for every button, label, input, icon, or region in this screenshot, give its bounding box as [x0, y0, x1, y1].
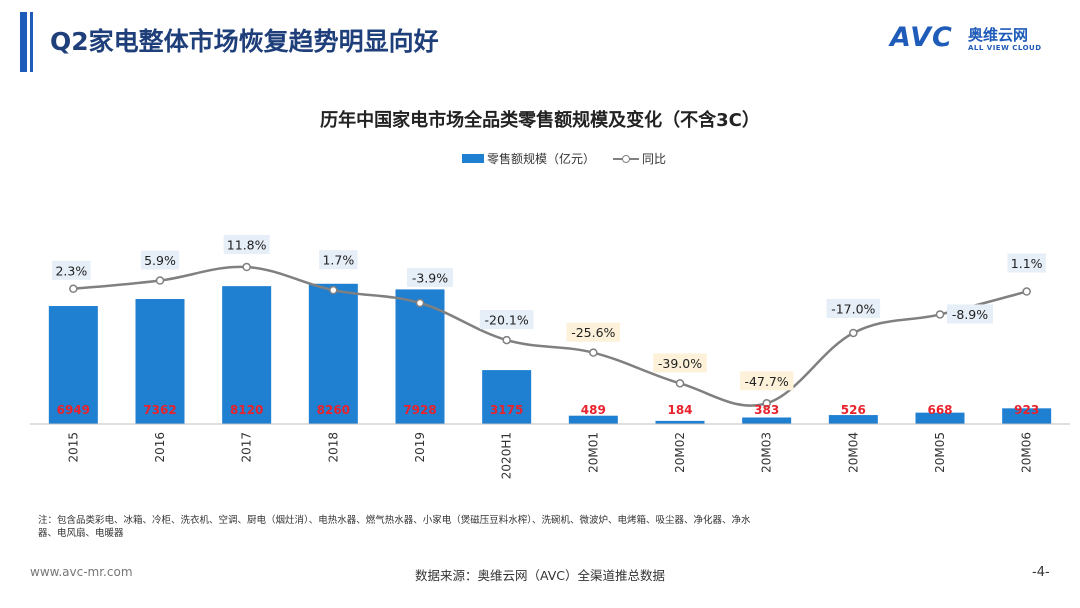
legend-bar-swatch [462, 154, 484, 163]
x-tick-label-20M02: 20M02 [673, 432, 687, 473]
yoy-label-box-2018 [319, 250, 358, 270]
yoy-label-box-2017 [223, 235, 270, 255]
yoy-label-2016: 5.9% [144, 253, 176, 268]
yoy-line [73, 265, 1027, 407]
yoy-label-box-2015 [52, 260, 91, 280]
yoy-point-2015 [69, 284, 78, 294]
page-title: Q2家电整体市场恢复趋势明显向好 [50, 27, 439, 56]
bar-value-label-2018: 8260 [317, 403, 350, 417]
legend-bar-label: 零售额规模（亿元） [487, 152, 596, 166]
logo-en-text: ALL VIEW CLOUD [968, 44, 1042, 52]
yoy-label-box-20M04 [826, 298, 881, 318]
bar-value-label-2019: 7928 [403, 403, 436, 417]
bar-2019 [395, 289, 445, 424]
bar-value-label-20M02: 184 [667, 403, 692, 417]
yoy-label-20M04: -17.0% [831, 301, 875, 316]
bar-20M02 [655, 420, 705, 424]
footer-source: 数据来源：奥维云网（AVC）全渠道推总数据 [414, 568, 666, 583]
footer-url: www.avc-mr.com [30, 565, 133, 579]
yoy-label-20M05: -8.9% [952, 307, 988, 322]
bar-2018 [308, 283, 358, 424]
yoy-point-2018 [329, 285, 338, 295]
yoy-label-2017: 11.8% [227, 238, 267, 253]
page-number: -4- [1032, 565, 1050, 580]
yoy-point-20M02 [675, 379, 685, 388]
bar-20M05 [915, 412, 965, 424]
x-tick-label-20M03: 20M03 [760, 432, 774, 473]
yoy-label-2015: 2.3% [55, 263, 87, 278]
yoy-label-box-2016 [140, 250, 180, 270]
bar-value-label-20M05: 668 [927, 403, 952, 417]
yoy-label-2020H1: -20.1% [485, 313, 529, 328]
yoy-label-20M01: -25.6% [571, 325, 615, 340]
bar-value-label-2020H1: 3175 [490, 403, 523, 417]
x-tick-label-20M01: 20M01 [586, 432, 600, 473]
yoy-label-20M03: -47.7% [745, 374, 789, 389]
avc-logo: AVC 奥维云网 ALL VIEW CLOUD [890, 22, 1060, 60]
bar-2016 [135, 299, 185, 424]
logo-cn-text: 奥维云网 [968, 26, 1029, 44]
bar-20M01 [568, 415, 618, 424]
bar-20M06 [1002, 408, 1052, 424]
x-tick-label-20M04: 20M04 [846, 432, 860, 473]
yoy-label-20M06: 1.1% [1011, 256, 1043, 271]
bar-value-label-2015: 6949 [57, 403, 90, 417]
x-tick-label-2019: 2019 [413, 432, 427, 463]
yoy-point-20M03 [762, 399, 771, 408]
title-accent-bar [20, 12, 27, 72]
yoy-label-2018: 1.7% [322, 253, 354, 268]
yoy-label-box-20M01 [566, 322, 621, 342]
yoy-point-2019 [415, 298, 425, 308]
bar-2020H1 [482, 370, 532, 424]
x-tick-label-20M05: 20M05 [933, 432, 947, 473]
chart-note: 注：包含品类彩电、冰箱、冷柜、洗衣机、空调、厨电（烟灶消）、电热水器、燃气热水器… [38, 515, 751, 539]
x-tick-label-2018: 2018 [326, 432, 340, 463]
yoy-label-box-20M06 [1007, 253, 1046, 273]
bar-2015 [48, 306, 98, 424]
yoy-label-2019: -3.9% [412, 270, 448, 285]
yoy-label-box-20M02 [653, 353, 707, 373]
yoy-point-2016 [155, 276, 165, 285]
yoy-label-box-20M05 [947, 304, 993, 324]
bar-2017 [222, 286, 272, 424]
bar-value-label-2017: 8120 [230, 403, 263, 417]
x-tick-label-2017: 2017 [240, 432, 254, 463]
yoy-point-20M05 [935, 310, 945, 319]
bar-value-label-20M06: 923 [1014, 403, 1039, 417]
bar-20M04 [828, 415, 878, 424]
x-tick-label-2020H1: 2020H1 [500, 432, 514, 479]
yoy-point-20M06 [1022, 287, 1031, 296]
yoy-label-box-2020H1 [479, 310, 534, 330]
x-tick-label-2015: 2015 [66, 432, 80, 463]
x-tick-label-2016: 2016 [153, 432, 167, 463]
yoy-point-20M04 [849, 328, 858, 338]
bar-value-label-20M04: 526 [841, 403, 866, 417]
legend-line-label: 同比 [642, 152, 667, 166]
logo-avc-text: AVC [890, 22, 953, 53]
bar-value-label-20M03: 383 [754, 403, 779, 417]
yoy-point-20M01 [589, 348, 598, 357]
yoy-point-2017 [242, 262, 251, 272]
legend-line-swatch [613, 154, 640, 164]
yoy-point-2020H1 [502, 335, 511, 345]
bar-20M03 [742, 417, 792, 424]
bar-value-label-2016: 7362 [143, 403, 176, 417]
bar-value-label-20M01: 489 [581, 403, 606, 417]
yoy-label-box-2019 [407, 267, 453, 287]
chart-title: 历年中国家电市场全品类零售额规模及变化（不含3C） [320, 110, 760, 131]
yoy-label-20M02: -39.0% [658, 356, 702, 371]
x-tick-label-20M06: 20M06 [1020, 432, 1034, 473]
title-accent-bar-thin [30, 12, 33, 72]
chart-legend: 零售额规模（亿元） 同比 [462, 150, 666, 167]
yoy-label-box-20M03 [739, 371, 794, 391]
